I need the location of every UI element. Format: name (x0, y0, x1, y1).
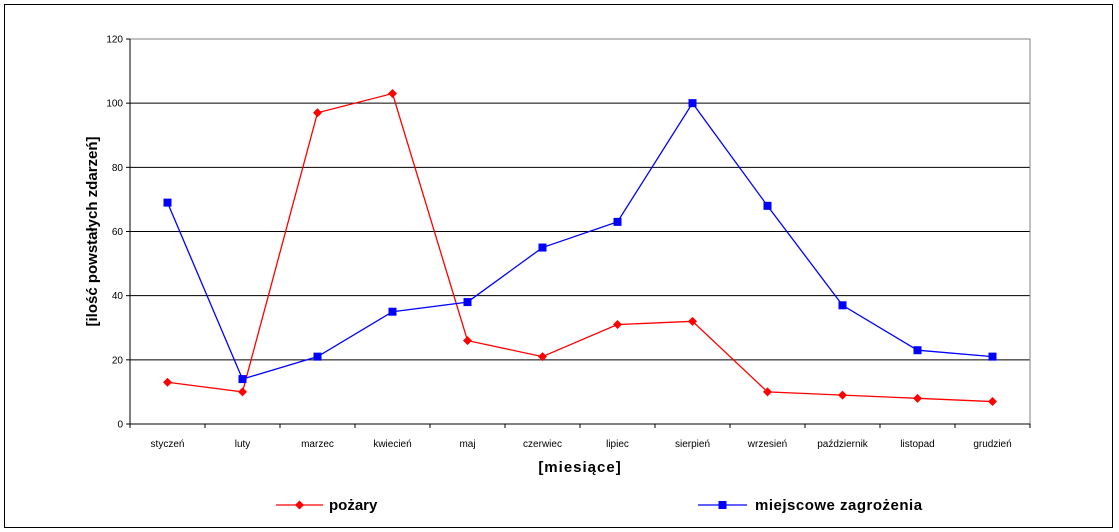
data-point (613, 320, 622, 330)
x-tick-label: październik (817, 439, 869, 450)
y-tick-label: 40 (112, 291, 124, 302)
x-tick-label: listopad (900, 439, 934, 450)
x-tick-label: sierpień (675, 439, 710, 450)
data-point (838, 301, 847, 310)
y-tick-label: 100 (106, 99, 123, 110)
x-tick-label: grudzień (973, 439, 1011, 450)
legend-marker (295, 500, 304, 510)
legend-label: miejscowe zagrożenia (755, 497, 923, 514)
data-point (313, 108, 322, 118)
data-point (388, 307, 397, 316)
data-point (313, 352, 322, 361)
data-point (613, 217, 622, 226)
data-point (913, 346, 922, 355)
y-tick-label: 120 (106, 35, 123, 46)
series-line (166, 102, 993, 380)
x-tick-label: maj (459, 439, 475, 450)
legend-marker (718, 501, 727, 509)
x-tick-label: marzec (301, 439, 334, 450)
x-tick-label: kwiecień (373, 439, 411, 450)
data-point (688, 316, 697, 326)
series-pozary (163, 89, 997, 407)
data-point (388, 89, 397, 99)
data-point (163, 198, 172, 207)
x-tick-label: wrzesień (747, 439, 787, 450)
data-point (988, 397, 997, 407)
legend-item: pożary (276, 497, 378, 514)
legend-item: miejscowe zagrożenia (698, 497, 923, 514)
y-tick-label: 0 (117, 420, 123, 431)
data-point (763, 387, 772, 397)
data-point (838, 390, 847, 400)
series-line (167, 92, 993, 403)
data-point (238, 387, 247, 397)
x-axis: styczeń luty marzec kwiecień maj czerwiec lipi… (129, 423, 1031, 450)
y-axis: 0 20 40 60 80 100 120 (106, 35, 131, 431)
x-tick-label: luty (235, 439, 251, 450)
gridlines (130, 102, 1030, 361)
data-point (238, 375, 247, 384)
y-tick-label: 60 (112, 227, 124, 238)
x-tick-label: czerwiec (523, 439, 562, 450)
data-point (763, 201, 772, 210)
legend-label: pożary (329, 497, 378, 514)
data-point (538, 352, 547, 362)
chart-frame (4, 4, 1113, 528)
y-tick-label: 20 (112, 355, 124, 366)
x-tick-label: styczeń (151, 439, 185, 450)
y-tick-label: 80 (112, 163, 124, 174)
legend: pożary miejscowe zagrożenia (276, 497, 923, 514)
x-tick-label: lipiec (606, 439, 629, 450)
data-point (688, 99, 697, 108)
series-miejscowe-zagrozenia (163, 99, 997, 384)
series-layer (163, 89, 997, 407)
x-axis-title: [miesiące] (538, 459, 621, 476)
data-point (913, 393, 922, 403)
data-point (988, 352, 997, 361)
y-axis-title: [ilość powstałych zdarzeń] (84, 136, 101, 326)
data-point (163, 377, 172, 387)
data-point (463, 336, 472, 346)
data-point (463, 298, 472, 307)
data-point (538, 243, 547, 252)
